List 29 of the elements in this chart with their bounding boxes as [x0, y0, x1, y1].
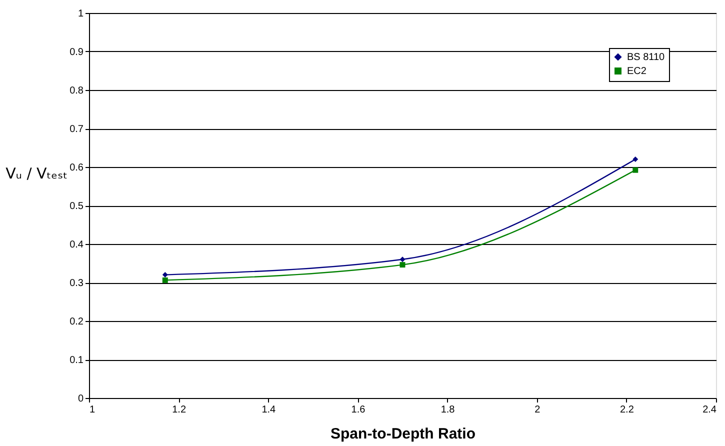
- point: [632, 167, 638, 173]
- y-tick-label: 0.8: [70, 86, 84, 96]
- y-tick-label: 0.1: [70, 355, 84, 366]
- x-tick-label: 1.4: [262, 404, 276, 416]
- y-tick-label: 0: [78, 394, 84, 404]
- point: [400, 262, 406, 268]
- y-axis-title: Vᵤ / Vₜₑₛₜ: [6, 164, 68, 182]
- y-tick-label: 0.4: [70, 240, 84, 250]
- y-tick-label: 0.3: [70, 278, 84, 289]
- x-tick-label: 2: [534, 404, 541, 416]
- point: [162, 272, 168, 278]
- x-tick-label: 1.8: [440, 404, 456, 416]
- legend-label: BS 8110: [627, 52, 666, 63]
- point: [162, 277, 168, 283]
- y-tick-label: 0.7: [70, 124, 84, 135]
- point: [400, 256, 406, 262]
- x-tick-label: 1.2: [172, 404, 186, 416]
- x-axis-title: Span-to-Depth Ratio: [330, 426, 476, 442]
- x-tick-label: 2.2: [620, 404, 634, 416]
- x-tick-label: 2.4: [702, 404, 717, 416]
- x-tick-label: 1: [90, 404, 96, 416]
- y-tick-label: 0.2: [70, 316, 84, 328]
- x-tick-label: 1.6: [351, 404, 366, 416]
- legend-label: EC2: [627, 66, 647, 77]
- y-tick-label: 0.9: [70, 47, 84, 58]
- y-tick-label: 0.5: [70, 201, 84, 212]
- y-tick-label: 1: [78, 8, 84, 20]
- point: [632, 156, 638, 162]
- y-tick-label: 0.6: [70, 162, 84, 174]
